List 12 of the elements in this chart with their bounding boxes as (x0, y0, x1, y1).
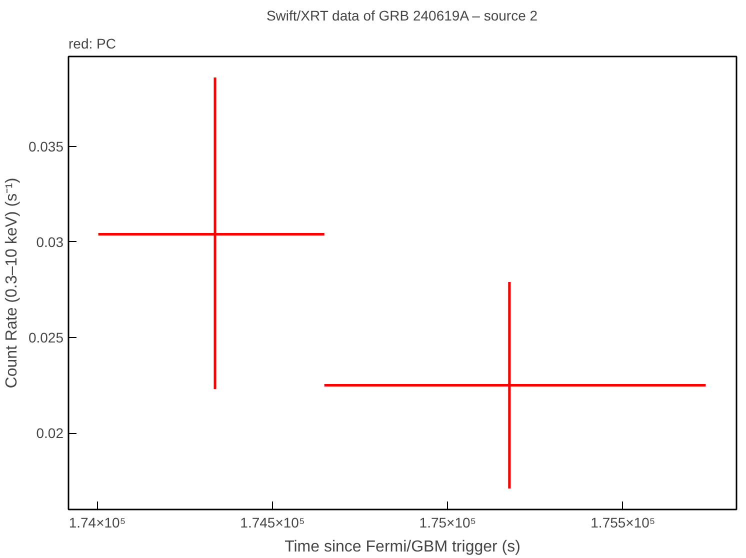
y-axis-title: Count Rate (0.3–10 keV) (s⁻¹) (3, 178, 20, 388)
x-tick-label: 1.74×10⁵ (68, 514, 126, 530)
y-tick-label: 0.03 (36, 234, 64, 250)
y-tick-label: 0.025 (28, 329, 64, 346)
x-tick-label: 1.745×10⁵ (240, 514, 305, 530)
x-axis-title: Time since Fermi/GBM trigger (s) (284, 538, 520, 556)
text: red: PC (68, 36, 116, 52)
y-tick-label: 0.035 (28, 138, 64, 154)
x-tick-label: 1.75×10⁵ (419, 514, 476, 530)
y-tick-label: 0.02 (36, 425, 64, 442)
x-tick-label: 1.755×10⁵ (590, 514, 656, 530)
chart-title: Swift/XRT data of GRB 240619A – source 2 (266, 8, 538, 24)
